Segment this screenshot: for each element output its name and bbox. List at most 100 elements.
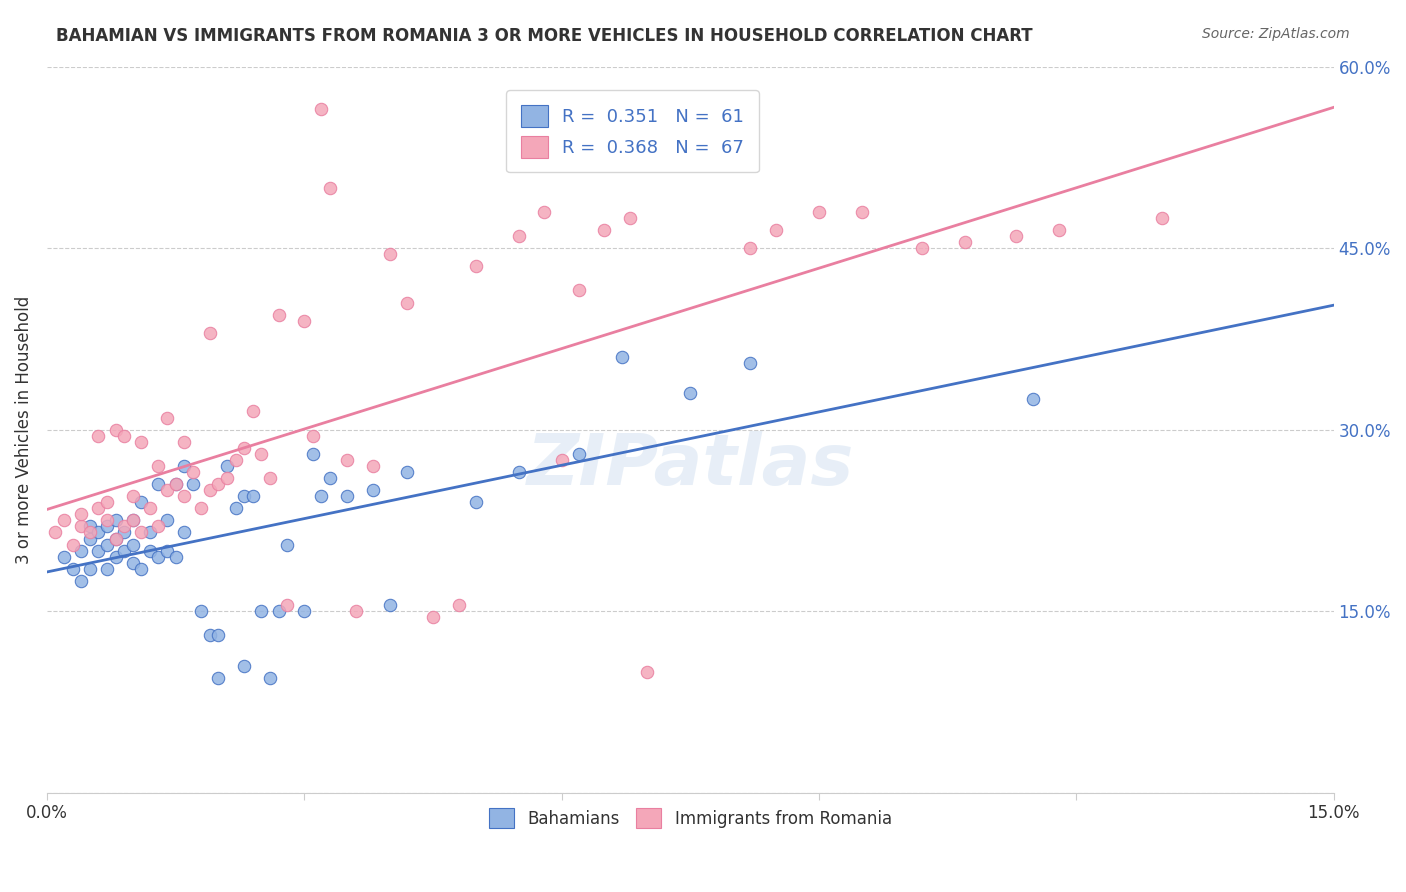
Point	[464, 260, 486, 274]
Point	[96, 519, 118, 533]
Point	[112, 543, 135, 558]
Point	[1022, 392, 1045, 407]
Point	[104, 423, 127, 437]
Point	[378, 598, 401, 612]
Point	[79, 525, 101, 540]
Point	[148, 458, 170, 473]
Point	[121, 513, 143, 527]
Point	[1047, 223, 1070, 237]
Point	[740, 356, 762, 370]
Point	[87, 543, 110, 558]
Point	[311, 102, 333, 116]
Point	[112, 519, 135, 533]
Point	[112, 428, 135, 442]
Point	[568, 447, 591, 461]
Point	[636, 665, 658, 679]
Point	[550, 453, 572, 467]
Point	[225, 501, 247, 516]
Point	[233, 658, 256, 673]
Point	[87, 428, 110, 442]
Point	[190, 604, 212, 618]
Point	[319, 180, 342, 194]
Point	[292, 604, 315, 618]
Point	[70, 543, 93, 558]
Point	[215, 471, 238, 485]
Point	[336, 453, 359, 467]
Point	[911, 241, 934, 255]
Point	[568, 284, 591, 298]
Point	[190, 501, 212, 516]
Point	[96, 562, 118, 576]
Point	[242, 489, 264, 503]
Point	[336, 489, 359, 503]
Point	[173, 434, 195, 449]
Point	[215, 458, 238, 473]
Point	[96, 513, 118, 527]
Point	[851, 204, 873, 219]
Point	[619, 211, 641, 225]
Y-axis label: 3 or more Vehicles in Household: 3 or more Vehicles in Household	[15, 295, 32, 564]
Point	[508, 229, 530, 244]
Point	[70, 508, 93, 522]
Point	[62, 562, 84, 576]
Point	[233, 441, 256, 455]
Point	[87, 501, 110, 516]
Point	[173, 489, 195, 503]
Point	[508, 465, 530, 479]
Text: BAHAMIAN VS IMMIGRANTS FROM ROMANIA 3 OR MORE VEHICLES IN HOUSEHOLD CORRELATION : BAHAMIAN VS IMMIGRANTS FROM ROMANIA 3 OR…	[56, 27, 1033, 45]
Point	[301, 428, 323, 442]
Point	[129, 525, 152, 540]
Point	[129, 562, 152, 576]
Point	[319, 471, 342, 485]
Point	[301, 447, 323, 461]
Point	[112, 525, 135, 540]
Point	[207, 628, 229, 642]
Point	[96, 495, 118, 509]
Point	[292, 314, 315, 328]
Point	[121, 489, 143, 503]
Point	[953, 235, 976, 249]
Point	[165, 549, 187, 564]
Point	[79, 562, 101, 576]
Point	[378, 247, 401, 261]
Point	[267, 308, 290, 322]
Point	[121, 538, 143, 552]
Point	[464, 495, 486, 509]
Point	[139, 501, 162, 516]
Point	[447, 598, 470, 612]
Point	[422, 610, 444, 624]
Point	[121, 513, 143, 527]
Point	[139, 525, 162, 540]
Point	[740, 241, 762, 255]
Point	[311, 489, 333, 503]
Point	[267, 604, 290, 618]
Point	[53, 513, 76, 527]
Point	[156, 543, 179, 558]
Point	[70, 574, 93, 588]
Point	[104, 532, 127, 546]
Point	[156, 410, 179, 425]
Point	[70, 519, 93, 533]
Point	[96, 538, 118, 552]
Point	[593, 223, 616, 237]
Point	[173, 525, 195, 540]
Point	[104, 513, 127, 527]
Point	[198, 326, 221, 340]
Point	[207, 671, 229, 685]
Point	[250, 604, 273, 618]
Point	[129, 495, 152, 509]
Point	[250, 447, 273, 461]
Point	[198, 483, 221, 497]
Point	[165, 477, 187, 491]
Point	[361, 483, 384, 497]
Point	[198, 628, 221, 642]
Point	[610, 350, 633, 364]
Point	[233, 489, 256, 503]
Point	[242, 404, 264, 418]
Point	[79, 532, 101, 546]
Point	[156, 483, 179, 497]
Point	[62, 538, 84, 552]
Point	[181, 465, 204, 479]
Point	[207, 477, 229, 491]
Point	[87, 525, 110, 540]
